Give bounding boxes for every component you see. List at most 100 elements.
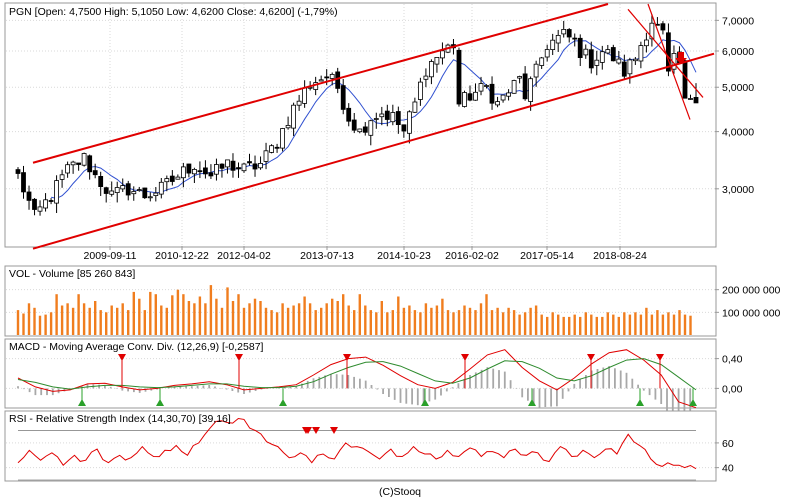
macd-histogram-bar xyxy=(260,388,263,390)
candle-body xyxy=(533,63,539,78)
candle-body xyxy=(109,190,115,195)
rsi-sell-signal-icon xyxy=(330,427,338,434)
macd-histogram-bar xyxy=(359,378,361,389)
candle-body xyxy=(434,57,440,65)
candle-body xyxy=(180,166,186,179)
volume-bar xyxy=(116,307,119,335)
volume-bars xyxy=(16,285,692,335)
candle-body xyxy=(473,91,478,101)
volume-bar xyxy=(463,305,466,335)
price-x-axis: 2009-09-11 2010-12-22 2012-04-02 2013-07-13… xyxy=(84,246,647,262)
volume-bar xyxy=(507,307,510,335)
volume-bar xyxy=(204,303,207,335)
macd-histogram-bar xyxy=(596,369,599,389)
candle-body xyxy=(285,125,291,129)
macd-histogram-bar xyxy=(295,386,298,389)
volume-bar xyxy=(689,315,692,335)
candle-body xyxy=(368,120,374,136)
candle-body xyxy=(506,92,512,97)
volume-bar xyxy=(303,296,306,335)
price-title: PGN [Open: 4,7500 High: 5,1050 Low: 4,62… xyxy=(9,6,338,18)
macd-histogram-bar xyxy=(127,388,129,392)
macd-histogram-bar xyxy=(370,385,373,389)
volume-bar xyxy=(573,314,576,335)
macd-histogram-bar xyxy=(567,388,570,392)
macd-histogram-bar xyxy=(440,388,442,396)
candle-body xyxy=(280,128,286,149)
candle-body xyxy=(528,78,533,102)
candle-body xyxy=(241,163,247,172)
macd-histogram-bar xyxy=(457,383,460,389)
macd-histogram-bar xyxy=(306,380,309,389)
candle-body xyxy=(627,59,633,75)
volume-bar xyxy=(523,312,527,335)
macd-histogram-bar xyxy=(185,386,187,389)
volume-bar xyxy=(413,310,417,335)
candle-body xyxy=(511,80,517,94)
candle-body xyxy=(175,176,181,180)
volume-bar xyxy=(347,305,350,335)
volume-bar xyxy=(286,307,290,335)
macd-y-axis: 0,40 0,00 xyxy=(715,354,743,395)
macd-histogram-bar xyxy=(364,380,367,389)
volume-bar xyxy=(529,307,532,335)
macd-y-tick-label: 0,00 xyxy=(722,383,743,395)
macd-histogram-bar xyxy=(330,373,332,389)
volume-bar xyxy=(430,307,433,335)
candle-body xyxy=(561,28,567,35)
macd-histogram-bar xyxy=(179,386,182,389)
macd-histogram-bar xyxy=(312,378,315,389)
volume-bar xyxy=(132,291,135,335)
macd-histogram-bar xyxy=(648,388,651,396)
price-x-tick-label: 2014-10-23 xyxy=(377,250,431,262)
macd-histogram-bar xyxy=(619,370,622,389)
macd-histogram-bar xyxy=(527,388,529,401)
downtrend-line-lower xyxy=(647,3,691,120)
candle-body xyxy=(26,191,32,201)
volume-bar xyxy=(253,298,257,335)
macd-histogram-bar xyxy=(671,388,674,419)
volume-bar xyxy=(375,312,378,335)
macd-histogram-bar xyxy=(590,370,593,389)
volume-bar xyxy=(562,316,565,335)
macd-histogram-bar xyxy=(480,369,483,389)
macd-histogram-bar xyxy=(324,375,326,389)
candle-body xyxy=(373,118,379,120)
volume-bar xyxy=(66,303,69,335)
macd-histogram-bar xyxy=(46,388,48,396)
macd-histogram-bar xyxy=(150,388,153,391)
macd-histogram-bar xyxy=(469,375,471,389)
volume-title: VOL - Volume [85 260 843] xyxy=(9,268,135,280)
macd-histogram-bar xyxy=(202,385,205,389)
volume-bar xyxy=(656,310,659,335)
macd-histogram-bar xyxy=(405,388,408,404)
candle-body xyxy=(644,39,649,47)
candle-body xyxy=(274,146,280,149)
volume-bar xyxy=(138,298,141,335)
volume-bar xyxy=(226,287,229,335)
candle-body xyxy=(517,76,522,79)
volume-bar xyxy=(623,312,626,335)
candle-body xyxy=(302,87,308,104)
candle-body xyxy=(208,172,214,177)
candle-body xyxy=(384,110,390,120)
volume-bar xyxy=(683,314,687,335)
rsi-panel: RSI - Relative Strength Index (14,30,70)… xyxy=(4,410,734,482)
volume-bar xyxy=(584,312,587,335)
volume-bar xyxy=(275,312,279,335)
buy-signal-icon xyxy=(156,399,164,406)
candle-body xyxy=(329,74,335,79)
macd-histogram-bar xyxy=(544,388,547,407)
volume-bar xyxy=(281,303,284,335)
macd-line xyxy=(17,349,697,409)
candle-body xyxy=(59,174,65,180)
macd-title: MACD - Moving Average Conv. Div. (12,26,… xyxy=(9,341,264,353)
candle-body xyxy=(660,23,666,31)
candle-body xyxy=(296,100,302,106)
volume-bar xyxy=(518,314,521,335)
macd-histogram-bar xyxy=(214,386,216,389)
volume-bar xyxy=(320,307,323,335)
macd-histogram-bar xyxy=(538,388,541,408)
volume-y-axis: 200 000 000 100 000 000 xyxy=(715,285,781,319)
macd-histogram-bar xyxy=(579,379,581,389)
